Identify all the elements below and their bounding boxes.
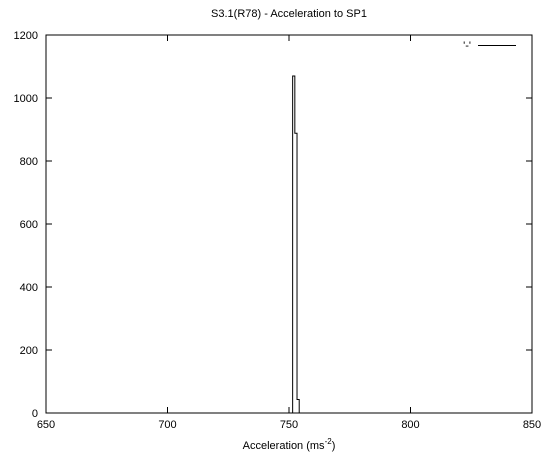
y-tick-label: 200 xyxy=(20,345,38,357)
legend: '-' xyxy=(463,40,516,52)
plot-frame xyxy=(45,34,533,414)
x-axis-label-close: ) xyxy=(332,440,336,452)
x-tick-label: 700 xyxy=(158,419,176,431)
x-tick-label: 850 xyxy=(523,419,541,431)
y-tick-label: 400 xyxy=(20,282,38,294)
y-tick-label: 1200 xyxy=(14,30,38,42)
x-axis-label-superscript: -2 xyxy=(325,437,333,446)
legend-label: '-' xyxy=(463,40,471,52)
y-axis: 0 200 400 600 800 1000 1200 xyxy=(14,30,532,420)
series-layer xyxy=(292,75,300,413)
x-tick-label: 800 xyxy=(401,419,419,431)
x-axis: 650 700 750 800 850 xyxy=(37,35,541,431)
x-axis-label: Acceleration (ms-2) xyxy=(243,437,336,452)
x-axis-label-main: Acceleration (ms xyxy=(243,440,325,452)
series-line xyxy=(292,75,300,413)
chart-title: S3.1(R78) - Acceleration to SP1 xyxy=(211,8,367,20)
x-tick-label: 650 xyxy=(37,419,55,431)
y-tick-label: 0 xyxy=(32,408,38,420)
x-tick-label: 750 xyxy=(280,419,298,431)
y-tick-label: 800 xyxy=(20,156,38,168)
y-tick-label: 1000 xyxy=(14,93,38,105)
y-tick-label: 600 xyxy=(20,219,38,231)
